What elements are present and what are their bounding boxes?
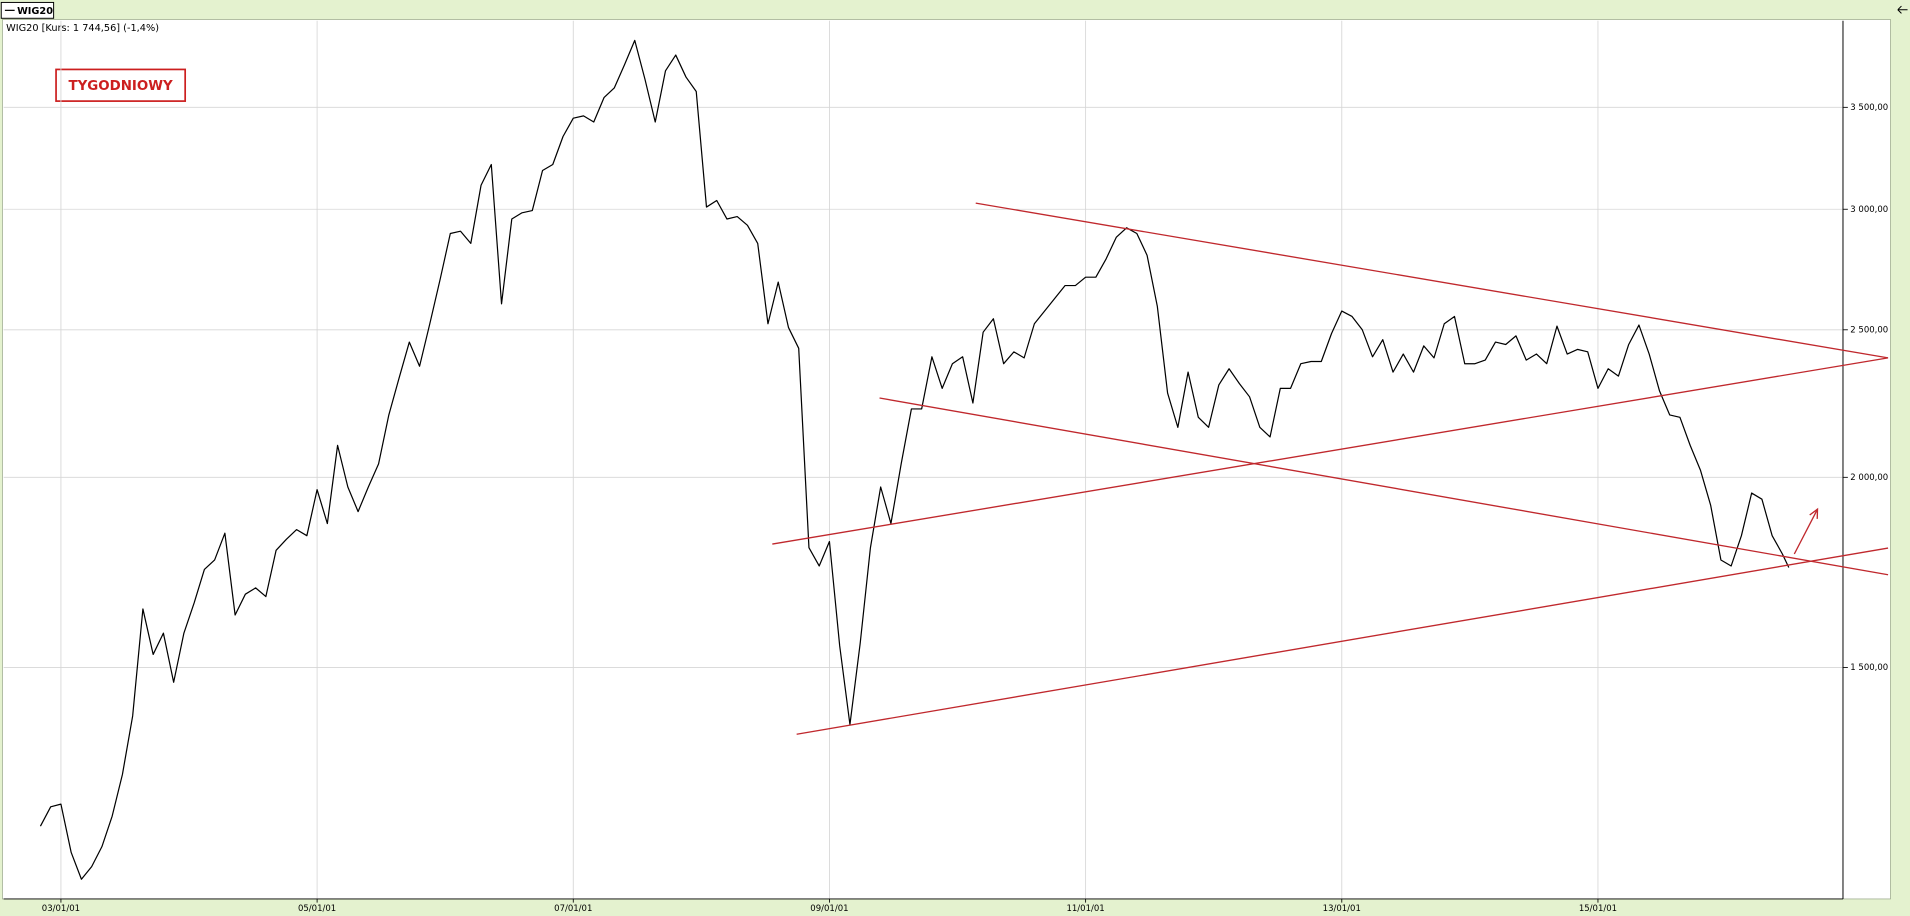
legend-text: WIG20 [Kurs: 1 744,56] (-1,4%) xyxy=(6,23,159,34)
annotation-text: TYGODNIOWY xyxy=(68,79,173,94)
chart-panel xyxy=(2,19,1891,900)
x-tick-label: 13/01/01 xyxy=(1323,904,1361,914)
x-tick-label: 07/01/01 xyxy=(554,904,592,914)
x-tick-label: 05/01/01 xyxy=(298,904,336,914)
trend-arrow xyxy=(1793,508,1819,555)
y-tick-label: 1 500,00 xyxy=(1850,663,1888,673)
x-tick-label: 15/01/01 xyxy=(1579,904,1617,914)
annotation-box xyxy=(55,68,187,102)
series-tab[interactable] xyxy=(0,1,55,19)
trend-line xyxy=(879,397,1889,576)
trend-line xyxy=(975,202,1889,359)
x-tick-label: 03/01/01 xyxy=(42,904,80,914)
y-tick-label: 3 500,00 xyxy=(1850,103,1888,113)
trend-line xyxy=(796,547,1889,735)
price-line xyxy=(39,39,1790,880)
arrow-head xyxy=(1809,507,1819,519)
corner-icon[interactable] xyxy=(1897,5,1908,14)
series-tab-label[interactable]: WIG20 xyxy=(17,6,53,17)
y-tick-label: 3 000,00 xyxy=(1850,205,1888,215)
trend-line xyxy=(772,357,1889,545)
y-tick-label: 2 000,00 xyxy=(1850,473,1888,483)
x-tick-label: 11/01/01 xyxy=(1066,904,1104,914)
y-tick-label: 2 500,00 xyxy=(1850,325,1888,335)
x-tick-label: 09/01/01 xyxy=(810,904,848,914)
